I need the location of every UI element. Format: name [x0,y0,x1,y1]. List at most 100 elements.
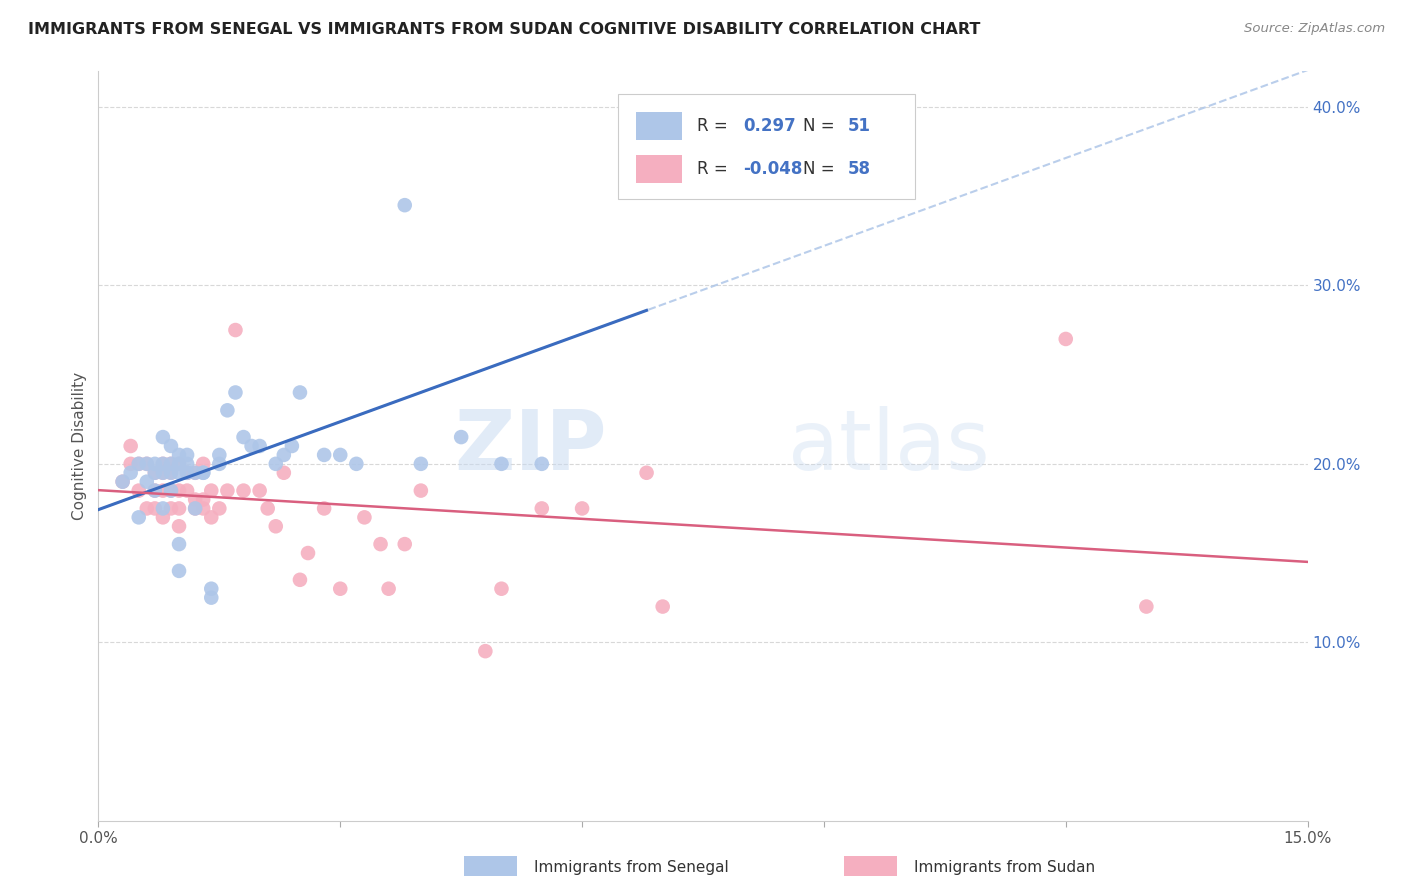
Point [176,483,198,498]
Point [128,457,150,471]
Point [167,483,190,498]
FancyBboxPatch shape [637,154,682,183]
Point [143,483,166,498]
Text: ZIP: ZIP [454,406,606,486]
Point [167,466,190,480]
Point [184,501,207,516]
Text: R =: R = [697,160,733,178]
Point [571,501,593,516]
Point [1135,599,1157,614]
Point [636,118,658,132]
Point [152,466,174,480]
Point [143,457,166,471]
Point [143,466,166,480]
Point [249,439,271,453]
Point [160,466,183,480]
Point [176,466,198,480]
Point [128,457,150,471]
Point [184,492,207,507]
Point [152,430,174,444]
Point [1054,332,1077,346]
Point [135,457,157,471]
Point [160,457,183,471]
Point [128,483,150,498]
Point [160,439,183,453]
Text: R =: R = [697,117,733,135]
Point [491,457,513,471]
Point [193,466,215,480]
Point [152,483,174,498]
FancyBboxPatch shape [619,94,915,199]
Point [224,323,246,337]
Point [167,448,190,462]
Point [193,457,215,471]
Point [288,385,311,400]
Point [176,457,198,471]
Point [264,457,287,471]
Point [128,510,150,524]
Point [344,457,367,471]
Point [200,483,222,498]
Point [152,457,174,471]
Y-axis label: Cognitive Disability: Cognitive Disability [72,372,87,520]
Point [217,483,239,498]
Text: 0.297: 0.297 [742,117,796,135]
Text: -0.048: -0.048 [742,160,803,178]
Point [160,466,183,480]
Point [651,599,673,614]
Text: 51: 51 [848,117,872,135]
Text: N =: N = [803,160,841,178]
Point [217,403,239,417]
Point [160,483,183,498]
Point [314,448,336,462]
Point [329,448,352,462]
Point [409,483,432,498]
Point [530,457,553,471]
Point [288,573,311,587]
Text: Source: ZipAtlas.com: Source: ZipAtlas.com [1244,22,1385,36]
Text: IMMIGRANTS FROM SENEGAL VS IMMIGRANTS FROM SUDAN COGNITIVE DISABILITY CORRELATIO: IMMIGRANTS FROM SENEGAL VS IMMIGRANTS FR… [28,22,980,37]
Point [264,519,287,533]
Point [256,501,278,516]
Point [530,501,553,516]
Point [314,501,336,516]
Point [273,448,295,462]
Point [120,457,142,471]
Point [160,501,183,516]
Text: 58: 58 [848,160,872,178]
Point [184,466,207,480]
Point [329,582,352,596]
Point [474,644,496,658]
Point [120,466,142,480]
Point [193,501,215,516]
Point [167,501,190,516]
Point [135,457,157,471]
Point [111,475,134,489]
Point [200,591,222,605]
Point [377,582,399,596]
Point [167,519,190,533]
Point [193,492,215,507]
Point [232,430,254,444]
Point [208,448,231,462]
FancyBboxPatch shape [637,112,682,140]
Point [409,457,432,471]
Point [176,466,198,480]
Text: atlas: atlas [787,406,990,486]
Point [152,510,174,524]
Point [184,466,207,480]
Text: Immigrants from Sudan: Immigrants from Sudan [914,860,1095,874]
Point [143,483,166,498]
Point [450,430,472,444]
Point [135,475,157,489]
Point [152,466,174,480]
Point [167,457,190,471]
Text: Immigrants from Senegal: Immigrants from Senegal [534,860,730,874]
Point [184,501,207,516]
Point [297,546,319,560]
Point [167,564,190,578]
Point [143,501,166,516]
Point [160,457,183,471]
Point [273,466,295,480]
Point [240,439,263,453]
